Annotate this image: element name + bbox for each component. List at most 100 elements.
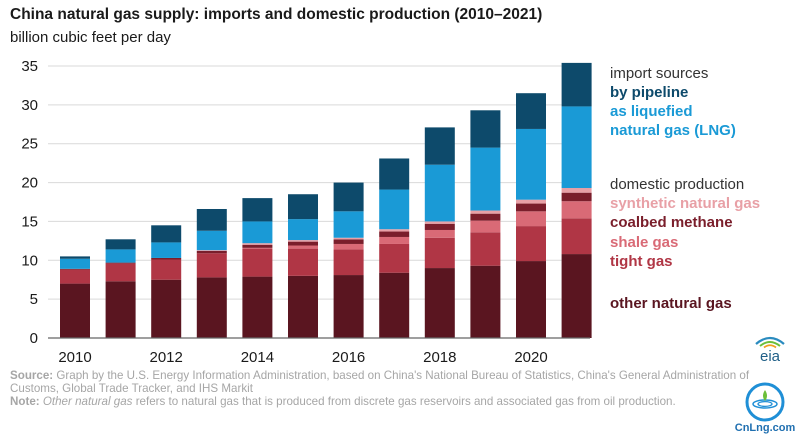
bar-2011-coalbed [105,262,136,264]
note: Note: Other natural gas refers to natura… [10,395,780,408]
bar-2018-coalbed [424,223,455,230]
bar-2021-coalbed [561,192,592,202]
bar-2019-lng [470,147,501,211]
bar-2014-other [242,276,273,338]
bar-2015-pipeline [288,194,318,220]
bar-2014-synthetic [242,243,273,245]
bar-2021-lng [561,106,592,189]
bar-2017-lng [379,189,410,230]
bar-2014-lng [242,221,273,244]
y-tick-label: 0 [30,330,38,347]
bar-2015-synthetic [288,240,318,242]
y-tick-label: 25 [21,136,38,153]
bar-2013-other [196,277,227,338]
bar-2021-tight [561,218,592,255]
bar-2017-tight [379,243,410,273]
bar-2019-synthetic [470,210,501,214]
bar-2014-coalbed [242,244,273,248]
bar-2017-coalbed [379,231,410,237]
bars [60,62,592,338]
bar-2015-lng [288,219,318,241]
bar-2020-pipeline [516,93,546,129]
x-tick-label: 2018 [423,349,456,365]
legend-shale: shale gas [610,234,678,251]
bar-2015-shale [288,245,318,249]
legend-lng-line2: natural gas (LNG) [610,122,736,139]
bar-2013-coalbed [196,250,227,254]
bar-2015-tight [288,248,318,276]
bar-2021-synthetic [561,188,592,193]
x-tick-label: 2020 [514,349,547,365]
bar-2013-pipeline [196,208,227,231]
note-text: refers to natural gas that is produced f… [135,395,676,408]
bar-2016-pipeline [333,182,364,212]
bar-2019-pipeline [470,110,501,148]
bar-2017-pipeline [379,158,410,190]
eia-logo-text: eia [760,348,781,364]
bar-2017-shale [379,236,410,244]
bar-2019-coalbed [470,213,501,221]
bar-2016-synthetic [333,237,364,240]
bar-2012-lng [151,242,182,258]
bar-2016-coalbed [333,239,364,244]
bar-2020-lng [516,128,546,200]
bar-2012-other [151,279,182,338]
source-note: Source: Graph by the U.S. Energy Informa… [10,369,780,395]
legend-coalbed: coalbed methane [610,214,733,231]
bar-2016-lng [333,211,364,238]
legend-lng-line1: as liquefied [610,103,693,120]
chart-subtitle: billion cubic feet per day [10,29,171,46]
bar-2018-lng [424,164,455,222]
source-label: Source: [10,369,54,382]
bar-2012-coalbed [151,257,182,260]
bar-2019-tight [470,232,501,266]
bar-2010-other [60,283,90,338]
bar-2010-coalbed [60,268,90,270]
bar-2015-other [288,275,318,338]
x-tick-label: 2012 [150,349,183,365]
y-tick-label: 10 [21,252,38,269]
y-axis-tick-labels: 0 5 10 15 20 25 30 35 [21,58,38,347]
bar-2020-tight [516,226,546,262]
cnlng-watermark: CnLng.com [735,382,796,434]
bar-2019-other [470,265,501,338]
bar-2016-other [333,275,364,338]
legend-domestic-heading: domestic production [610,176,744,193]
bar-2014-shale [242,247,273,249]
source-text: Graph by the U.S. Energy Information Adm… [10,369,750,395]
y-tick-label: 35 [21,58,38,75]
y-tick-label: 5 [30,291,38,308]
legend: import sources by pipeline as liquefied … [610,65,760,312]
chart-title: China natural gas supply: imports and do… [10,6,543,23]
bar-2013-tight [196,253,227,278]
bar-2018-other [424,268,455,338]
bar-2011-lng [105,249,136,263]
bar-2019-shale [470,220,501,233]
bar-2015-coalbed [288,241,318,246]
bar-2016-tight [333,249,364,276]
bar-2018-tight [424,237,455,269]
legend-other: other natural gas [610,295,732,312]
footer: Source: Graph by the U.S. Energy Informa… [10,369,780,408]
note-italic: Other natural gas [42,395,133,408]
bar-2010-lng [60,258,90,269]
bar-2018-synthetic [424,221,455,224]
bar-2010-tight [60,269,90,284]
legend-synthetic: synthetic natural gas [610,195,760,212]
y-tick-label: 15 [21,213,38,230]
watermark-text: CnLng.com [735,422,796,434]
y-tick-label: 30 [21,97,38,114]
bar-2020-coalbed [516,203,546,212]
bar-2011-other [105,281,136,338]
bar-2018-shale [424,229,455,238]
bar-2020-shale [516,211,546,227]
bar-2021-other [561,254,592,338]
x-tick-label: 2016 [332,349,365,365]
bar-2012-tight [151,259,182,280]
x-axis-tick-labels: 2010 2012 2014 2016 2018 2020 [58,349,547,365]
x-tick-label: 2014 [241,349,274,365]
bar-2012-pipeline [151,225,182,243]
x-tick-label: 2010 [58,349,91,365]
bar-2021-shale [561,201,592,219]
